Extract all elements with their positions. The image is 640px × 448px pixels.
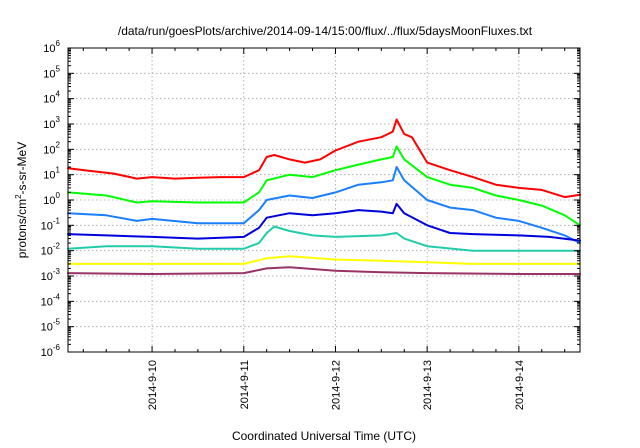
x-tick-label: 2014-9-13 bbox=[422, 360, 434, 410]
y-tick-base: 10 bbox=[41, 347, 53, 359]
y-axis-label: protons/cm2-s-sr-MeV bbox=[14, 142, 29, 258]
series-line-6 bbox=[67, 255, 581, 265]
chart-title: /data/run/goesPlots/archive/2014-09-14/1… bbox=[118, 24, 533, 38]
y-tick-base: 10 bbox=[43, 68, 55, 80]
y-axis-label-sup: 2 bbox=[14, 194, 23, 199]
y-tick-label: 103 bbox=[43, 115, 60, 131]
y-tick-label: 101 bbox=[43, 166, 60, 182]
y-tick-exp: 5 bbox=[56, 64, 61, 73]
series-line-3 bbox=[67, 166, 581, 244]
y-tick-base: 10 bbox=[41, 296, 53, 308]
series-line-7 bbox=[67, 266, 581, 275]
y-tick-base: 10 bbox=[43, 195, 55, 207]
y-tick-base: 10 bbox=[43, 119, 55, 131]
y-axis-label-rest: -s-sr-MeV bbox=[15, 142, 29, 195]
y-tick-label: 10-6 bbox=[41, 343, 61, 359]
y-tick-label: 105 bbox=[43, 64, 60, 80]
y-tick-exp: 3 bbox=[56, 115, 61, 124]
y-tick-label: 104 bbox=[43, 90, 60, 106]
y-tick-base: 10 bbox=[43, 94, 55, 106]
y-tick-exp: -1 bbox=[53, 216, 61, 225]
y-tick-base: 10 bbox=[43, 170, 55, 182]
y-tick-base: 10 bbox=[41, 322, 53, 334]
x-tick-label: 2014-9-14 bbox=[514, 360, 526, 410]
x-tick-labels: 2014-9-10 2014-9-11 2014-9-12 2014-9-13 2014… bbox=[147, 360, 526, 410]
y-tick-base: 10 bbox=[41, 271, 53, 283]
grid bbox=[68, 47, 580, 353]
y-tick-label: 10-4 bbox=[41, 292, 61, 308]
x-tick-label: 2014-9-10 bbox=[147, 360, 159, 410]
y-tick-labels: 10-610-510-410-310-210-11001011021031041… bbox=[41, 39, 61, 359]
y-tick-exp: 2 bbox=[56, 140, 61, 149]
y-tick-exp: 6 bbox=[56, 39, 61, 48]
y-tick-label: 102 bbox=[43, 140, 60, 156]
series-line-1 bbox=[67, 118, 581, 199]
x-axis-label: Coordinated Universal Time (UTC) bbox=[232, 429, 416, 443]
series-layer bbox=[67, 118, 581, 275]
y-tick-exp: -3 bbox=[53, 267, 61, 276]
x-tick-label: 2014-9-12 bbox=[330, 360, 342, 410]
y-tick-label: 106 bbox=[43, 39, 60, 55]
y-tick-exp: -4 bbox=[53, 292, 61, 301]
y-tick-exp: -6 bbox=[53, 343, 61, 352]
y-tick-exp: 1 bbox=[56, 166, 61, 175]
y-tick-base: 10 bbox=[43, 43, 55, 55]
series-line-2 bbox=[67, 145, 581, 227]
y-tick-base: 10 bbox=[41, 220, 53, 232]
series-line-5 bbox=[67, 225, 581, 252]
y-axis-label-base: protons/cm bbox=[15, 199, 29, 258]
y-tick-exp: 0 bbox=[56, 191, 61, 200]
y-tick-base: 10 bbox=[43, 144, 55, 156]
series-line-4 bbox=[67, 202, 581, 242]
y-tick-label: 100 bbox=[43, 191, 60, 207]
y-tick-base: 10 bbox=[41, 246, 53, 258]
y-tick-exp: 4 bbox=[56, 90, 61, 99]
y-tick-label: 10-2 bbox=[41, 242, 61, 258]
y-tick-exp: -2 bbox=[53, 242, 61, 251]
y-tick-label: 10-3 bbox=[41, 267, 61, 283]
y-tick-exp: -5 bbox=[53, 318, 61, 327]
y-tick-label: 10-5 bbox=[41, 318, 61, 334]
ticks bbox=[68, 47, 580, 353]
x-tick-label: 2014-9-11 bbox=[239, 360, 251, 409]
y-tick-label: 10-1 bbox=[41, 216, 61, 232]
